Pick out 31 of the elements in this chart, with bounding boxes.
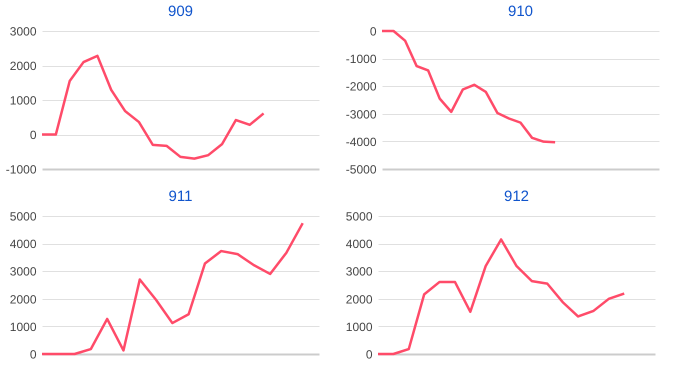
line-series bbox=[376, 238, 626, 356]
y-tick-label: -4000 bbox=[346, 134, 377, 149]
y-tick-label: -1000 bbox=[6, 162, 37, 176]
y-tick-label: 3000 bbox=[346, 264, 373, 279]
y-tick-label: 4000 bbox=[346, 237, 373, 252]
y-tick-label: 5000 bbox=[346, 210, 373, 224]
chart-title: 909 bbox=[168, 3, 194, 20]
y-tick-label: 2000 bbox=[10, 292, 37, 306]
line-series bbox=[380, 30, 556, 144]
y-tick-label: 0 bbox=[366, 348, 373, 362]
y-tick-label: 2000 bbox=[346, 292, 373, 306]
line-series bbox=[40, 54, 265, 160]
y-tick-label: 4000 bbox=[10, 237, 37, 252]
y-tick-label: 3000 bbox=[10, 24, 37, 38]
y-tick-label: 5000 bbox=[10, 210, 37, 224]
chart-title: 910 bbox=[508, 3, 534, 20]
y-tick-label: -2000 bbox=[346, 80, 377, 94]
y-tick-label: 0 bbox=[370, 24, 377, 38]
y-tick-label: 0 bbox=[30, 128, 37, 142]
chart-title: 911 bbox=[168, 188, 192, 205]
line-series bbox=[40, 222, 304, 356]
y-tick-label: 1000 bbox=[10, 94, 37, 108]
y-tick-label: -3000 bbox=[346, 107, 377, 122]
y-tick-label: 1000 bbox=[346, 320, 373, 334]
y-tick-label: 0 bbox=[30, 348, 37, 362]
chart-title: 912 bbox=[504, 188, 530, 205]
y-tick-label: 1000 bbox=[10, 320, 37, 334]
y-tick-label: 2000 bbox=[10, 59, 37, 73]
y-tick-label: -1000 bbox=[346, 52, 377, 66]
y-tick-label: 3000 bbox=[10, 264, 37, 279]
y-tick-label: -5000 bbox=[346, 162, 377, 176]
